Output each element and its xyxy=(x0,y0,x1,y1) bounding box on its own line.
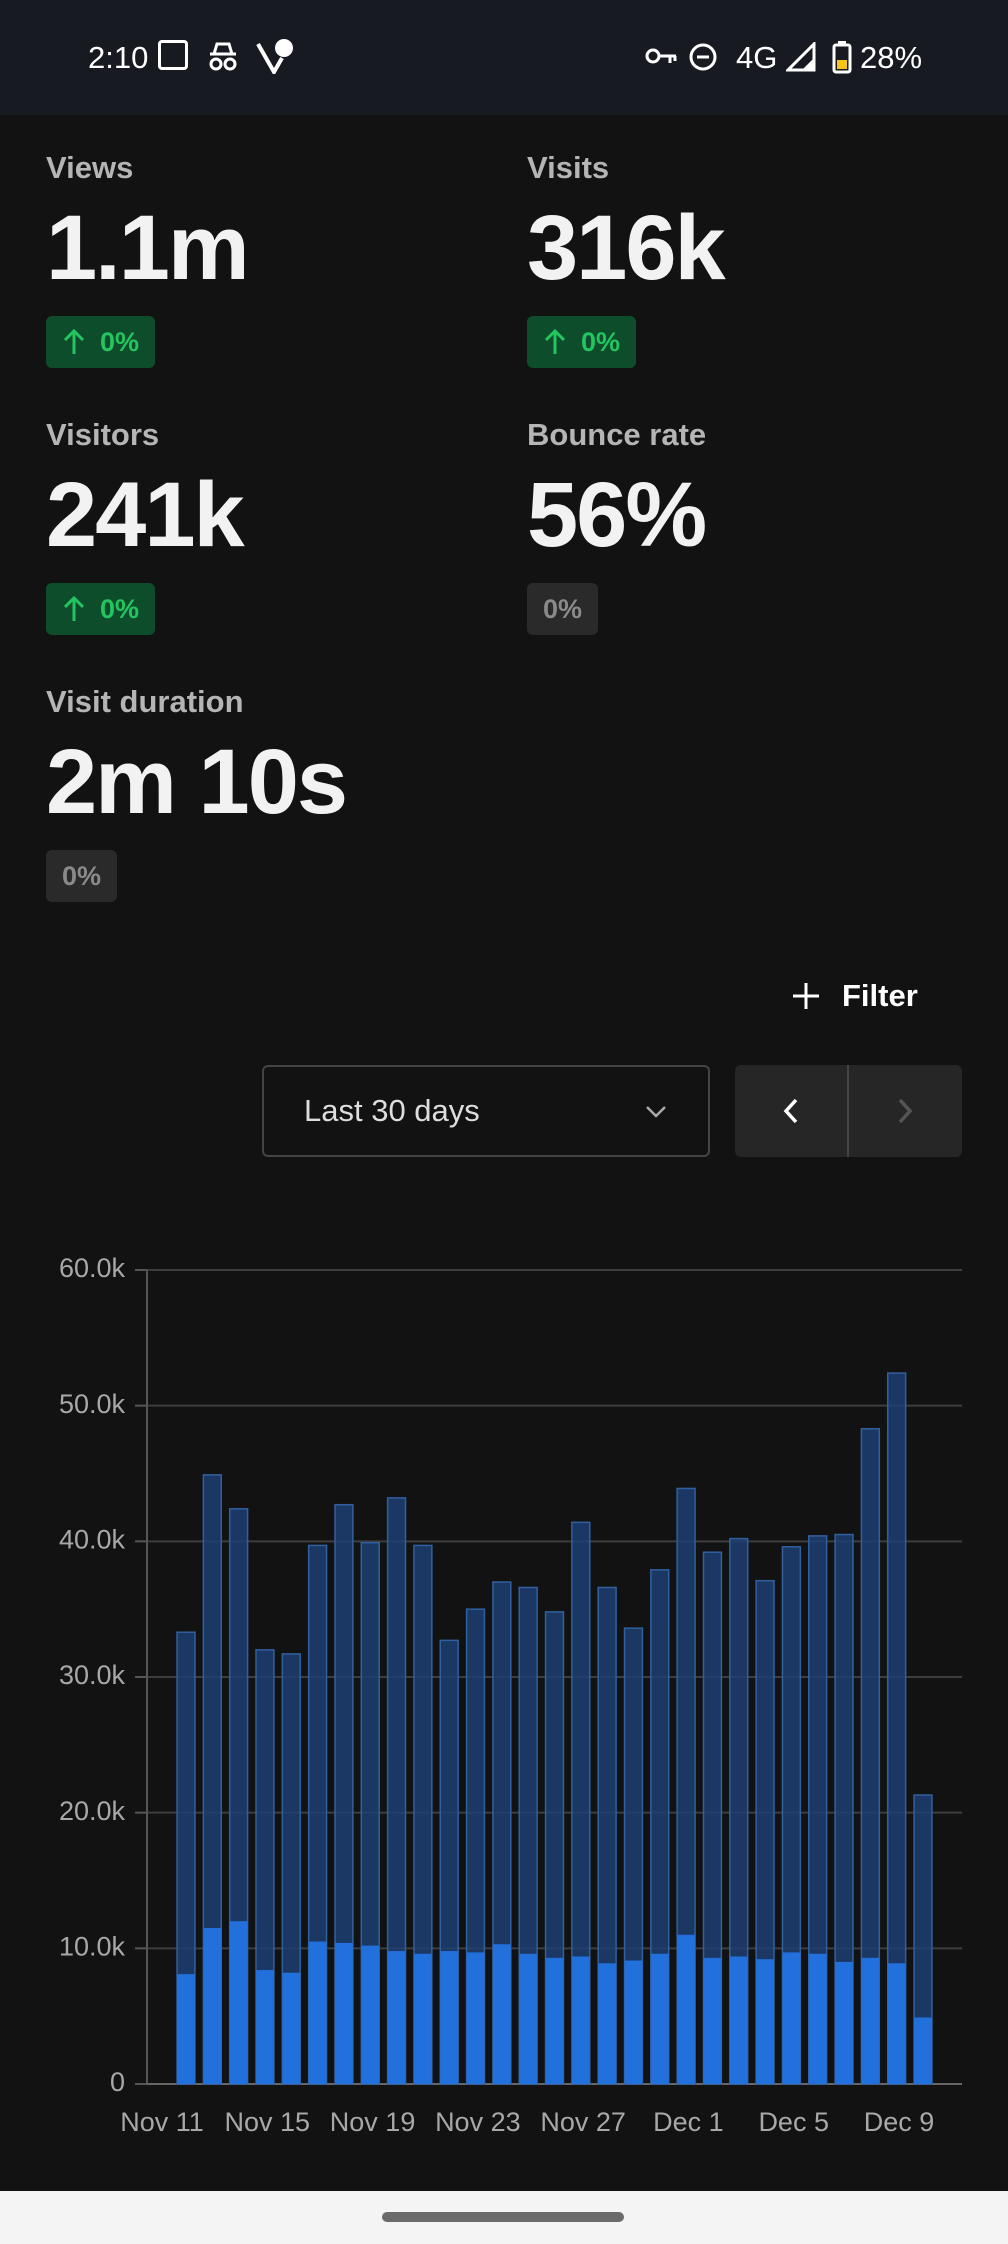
stat-label: Visits xyxy=(527,150,610,185)
change-value: 0% xyxy=(100,593,140,624)
visitors-bar xyxy=(782,1952,801,2084)
visitors-bar xyxy=(229,1921,248,2084)
stat-value: 316k xyxy=(527,197,726,299)
visitors-bar xyxy=(545,1957,564,2084)
visitors-bar xyxy=(256,1970,274,2084)
plus-icon xyxy=(793,983,819,1009)
change-value: 0% xyxy=(100,326,140,357)
visitors-bar xyxy=(598,1963,617,2084)
visitors-bar xyxy=(519,1953,538,2084)
filter-button[interactable]: Filter xyxy=(790,976,918,1016)
visitors-bar xyxy=(413,1953,432,2084)
gesture-bar xyxy=(0,2191,1008,2244)
change-badge: 0% xyxy=(46,583,156,635)
up-arrow xyxy=(63,328,85,354)
visitors-bar xyxy=(492,1944,511,2084)
x-tick-label: Dec 1 xyxy=(653,2107,724,2137)
x-tick-label: Nov 15 xyxy=(225,2107,311,2137)
visitors-bar xyxy=(203,1927,222,2084)
visitors-bar xyxy=(282,1972,301,2084)
visitors-bar xyxy=(361,1945,380,2084)
y-tick-label: 10.0k xyxy=(59,1931,126,1961)
stat-label: Views xyxy=(46,150,134,185)
visitors-bar xyxy=(308,1941,327,2084)
up-arrow xyxy=(544,328,566,354)
x-tick-label: Nov 19 xyxy=(330,2107,416,2137)
visitors-bar xyxy=(914,2017,932,2084)
visitors-bar xyxy=(835,1961,853,2084)
y-tick-label: 60.0k xyxy=(59,1253,126,1283)
x-tick-label: Nov 11 xyxy=(120,2107,204,2137)
stat-label: Visitors xyxy=(46,417,160,452)
prev-button[interactable] xyxy=(779,1097,803,1125)
up-arrow xyxy=(63,595,85,621)
visitors-bar xyxy=(677,1934,696,2084)
visitors-bar xyxy=(756,1959,775,2084)
visitors-bar xyxy=(387,1951,406,2084)
stat-value: 1.1m xyxy=(46,197,250,299)
visitors-bar xyxy=(729,1956,748,2084)
visitors-bar xyxy=(808,1953,827,2084)
change-badge: 0% xyxy=(527,316,637,368)
visitors-bar xyxy=(624,1960,643,2084)
y-tick-label: 0 xyxy=(110,2067,125,2097)
period-label: Last 30 days xyxy=(304,1093,480,1128)
visitors-bar xyxy=(571,1956,590,2084)
next-button[interactable] xyxy=(893,1097,917,1125)
visitors-bar xyxy=(466,1952,485,2084)
change-badge: 0% xyxy=(46,316,156,368)
period-select[interactable]: Last 30 days xyxy=(262,1065,710,1157)
visitors-bar xyxy=(650,1953,669,2084)
visitors-bar xyxy=(334,1942,353,2084)
y-tick-label: 50.0k xyxy=(59,1389,126,1419)
y-tick-label: 20.0k xyxy=(59,1796,126,1826)
filter-label: Filter xyxy=(842,978,918,1013)
x-tick-label: Nov 23 xyxy=(435,2107,521,2137)
stat-label: Bounce rate xyxy=(527,417,707,452)
change-badge: 0% xyxy=(46,850,118,902)
stat-value: 56% xyxy=(527,464,707,566)
status-bar: 2:10 4G 28% xyxy=(0,0,1008,115)
chevron-down xyxy=(646,1106,666,1118)
change-badge: 0% xyxy=(527,583,599,635)
visitors-bar xyxy=(177,1974,195,2084)
network-type: 4G xyxy=(736,40,778,75)
x-tick-label: Dec 9 xyxy=(864,2107,935,2137)
chart: 0 10.0k 20.0k 30.0k 40.0k 50.0k 60.0k Nov 11 Nov… xyxy=(59,1253,962,2137)
stat-value: 241k xyxy=(46,464,245,566)
nav-divider xyxy=(847,1065,849,1157)
stat-value: 2m 10s xyxy=(46,731,348,833)
vpn-icon xyxy=(256,39,293,74)
visitors-bar xyxy=(440,1951,459,2084)
key-icon xyxy=(645,48,677,64)
y-tick-label: 30.0k xyxy=(59,1660,126,1690)
x-tick-label: Dec 5 xyxy=(758,2107,829,2137)
home-indicator xyxy=(382,2212,624,2222)
y-tick-label: 40.0k xyxy=(59,1524,126,1554)
battery-icon xyxy=(832,41,852,74)
visitors-bar xyxy=(861,1957,880,2084)
x-tick-label: Nov 27 xyxy=(540,2107,626,2137)
clock: 2:10 xyxy=(88,40,149,75)
visitors-bar xyxy=(887,1963,906,2084)
visitors-bar xyxy=(703,1957,722,2084)
signal-icon xyxy=(786,42,816,72)
change-value: 0% xyxy=(62,860,102,891)
change-value: 0% xyxy=(543,593,583,624)
calendar-icon xyxy=(158,40,188,70)
incognito-icon xyxy=(209,42,237,71)
battery-level: 28% xyxy=(860,40,923,75)
stat-label: Visit duration xyxy=(46,684,244,719)
period-nav xyxy=(735,1065,962,1157)
dnd-icon xyxy=(689,43,717,71)
change-value: 0% xyxy=(581,326,621,357)
